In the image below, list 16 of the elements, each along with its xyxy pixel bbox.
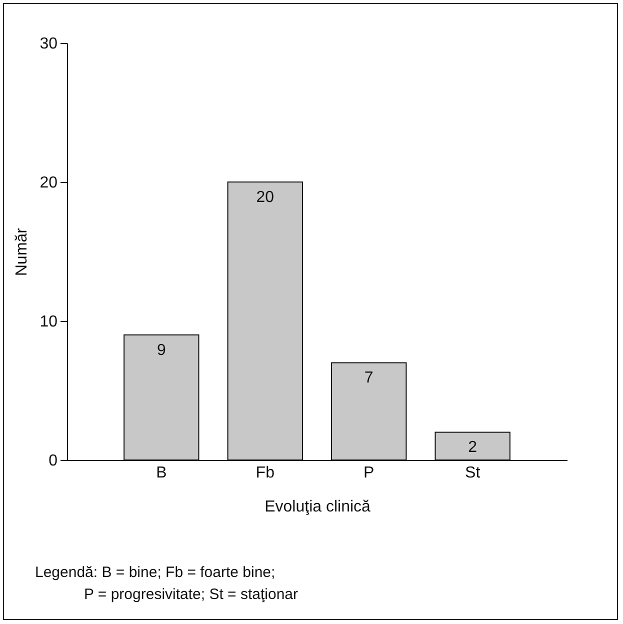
y-tick-label: 20 [40,174,58,192]
y-axis-title: Număr [14,227,31,276]
y-tick-label: 10 [40,314,58,330]
y-tick-label: 30 [40,36,58,52]
text: Legendă: B = bine; Fb = foarte bine; [35,563,276,583]
data-label: 7 [364,370,374,387]
x-tick-label: Fb [256,464,275,482]
data-label: 2 [468,439,478,456]
x-tick-label: St [465,464,481,482]
y-tick-label: 0 [48,452,58,470]
text: P = progresivitate; St = staţionar [83,585,298,605]
x-axis-title: Evoluţia clinică [264,498,371,516]
data-label: 9 [156,342,166,359]
x-tick-label: P [364,464,374,482]
x-tick-label: B [156,464,167,482]
data-label: 20 [256,189,274,206]
